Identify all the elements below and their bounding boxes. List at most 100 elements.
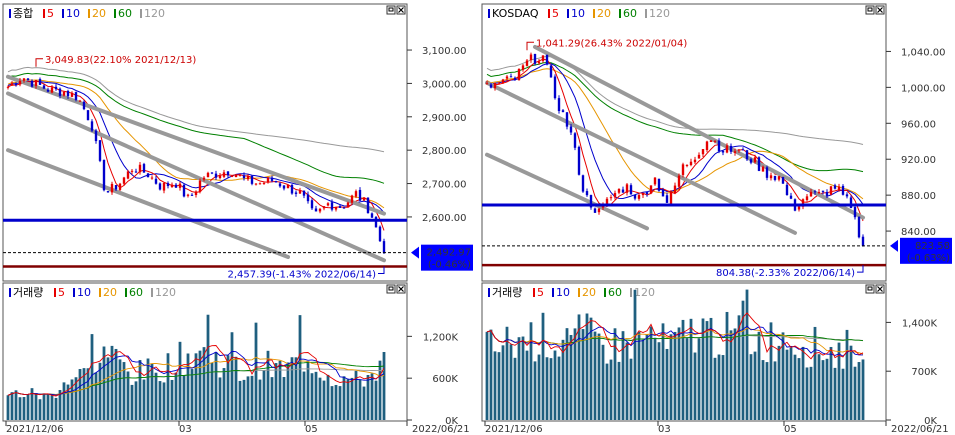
candle (781, 176, 785, 184)
restore-button[interactable] (386, 5, 396, 15)
close-button[interactable] (396, 284, 406, 294)
volume-bar (166, 353, 170, 420)
volume-bar (94, 372, 98, 420)
volume-bar (753, 351, 757, 420)
volume-bar (841, 368, 845, 420)
legend-swatch (62, 9, 64, 18)
volume-bar (489, 329, 493, 420)
volume-bar (234, 356, 238, 420)
candle (302, 190, 306, 199)
volume-bar (302, 371, 306, 420)
legend-swatch (114, 9, 116, 18)
volume-bar (38, 399, 42, 420)
volume-bar (314, 371, 318, 420)
candle (493, 82, 497, 91)
volume-bar (278, 360, 282, 420)
candle (190, 193, 194, 196)
volume-bar (737, 315, 741, 420)
volume-bar (358, 379, 362, 420)
close-button[interactable] (875, 5, 885, 15)
volume-bar (22, 397, 26, 420)
candle (705, 140, 709, 153)
ma10-line (7, 80, 385, 213)
candle (154, 175, 158, 185)
volume-bar (593, 331, 597, 420)
price-pane-frame (2, 3, 408, 282)
volume-bar (322, 380, 326, 420)
candle (206, 171, 210, 178)
volume-bar (705, 321, 709, 420)
candle (689, 158, 693, 167)
candle (681, 162, 685, 178)
candle (641, 192, 645, 198)
low-marker (857, 265, 864, 273)
candle (310, 197, 314, 211)
current-price-change: (-0.46%) (428, 260, 471, 271)
candle (318, 207, 322, 214)
volume-bar (286, 362, 290, 420)
legend-item-5: 120 (634, 286, 655, 299)
volume-bar (42, 393, 46, 420)
candle (254, 183, 258, 186)
volume-bar (545, 357, 549, 420)
candle (541, 55, 545, 63)
candle (589, 194, 593, 210)
volume-bar (633, 289, 637, 420)
candle (50, 85, 54, 94)
candle (649, 185, 653, 195)
x-tick-label: 2022/06/21 (891, 424, 949, 435)
high-marker (35, 58, 43, 67)
volume-bar (541, 312, 545, 420)
legend-item-3: 20 (582, 286, 596, 299)
legend-swatch (88, 9, 90, 18)
volume-bar (162, 382, 166, 420)
volume-bar (809, 366, 813, 420)
legend-swatch (9, 9, 11, 18)
volume-bar (266, 350, 270, 420)
volume-bar (294, 357, 298, 420)
candle (701, 148, 705, 158)
candle (210, 172, 214, 175)
candle (342, 206, 346, 209)
volume-bar (789, 347, 793, 420)
candle (513, 76, 517, 81)
volume-bar (126, 371, 130, 420)
candle (66, 89, 70, 99)
volume-bar (254, 322, 258, 420)
candle (577, 145, 581, 176)
window-icon (388, 7, 394, 12)
candle (346, 201, 350, 208)
volume-bar (637, 331, 641, 420)
candle (693, 156, 697, 164)
volume-bar (829, 346, 833, 420)
volume-bar (661, 323, 665, 420)
high-annotation: 1,041.29(26.43% 2022/01/04) (536, 38, 687, 49)
candle (745, 149, 749, 162)
vol-y-tick-label: 1,400K (902, 318, 938, 329)
volume-bar (242, 379, 246, 420)
restore-button[interactable] (865, 5, 875, 15)
close-button[interactable] (875, 284, 885, 294)
volume-bar (102, 346, 106, 420)
candle (657, 178, 661, 192)
candle (126, 169, 130, 180)
vol-y-tick-label: 700K (911, 367, 937, 378)
candle (613, 190, 617, 200)
restore-button[interactable] (386, 284, 396, 294)
restore-button[interactable] (865, 284, 875, 294)
candle (637, 192, 641, 201)
candle (685, 164, 689, 168)
volume-bar (110, 345, 114, 420)
volume-bar (54, 397, 58, 420)
volume-bar (378, 360, 382, 420)
candle (70, 91, 74, 98)
volume-bar (689, 318, 693, 420)
close-button[interactable] (396, 5, 406, 15)
candle (58, 87, 62, 99)
candle (362, 196, 366, 201)
volume-bar (761, 360, 765, 420)
legend-item-5: 120 (649, 7, 670, 20)
legend-item-1: 5 (47, 7, 54, 20)
volume-bar (749, 354, 753, 420)
